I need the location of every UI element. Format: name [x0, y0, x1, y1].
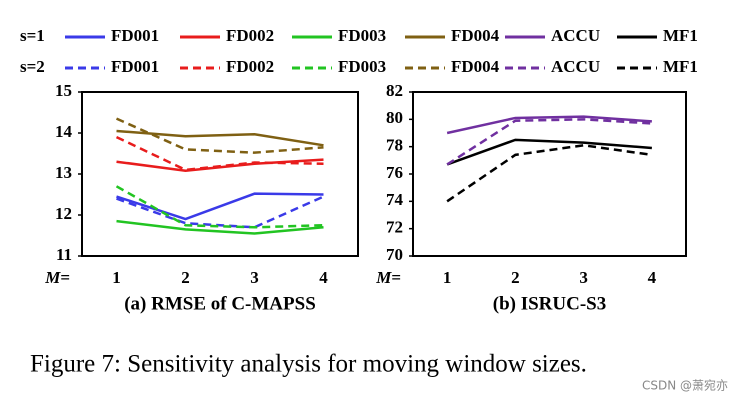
legend-label: ACCU: [551, 57, 600, 76]
x-tick-label: 4: [648, 268, 657, 287]
x-tick-label: 4: [319, 268, 328, 287]
x-tick-label: 2: [181, 268, 190, 287]
y-tick-label: 76: [386, 163, 403, 182]
x-tick-label: 3: [250, 268, 259, 287]
plot-frame: [412, 91, 687, 257]
series-line: [446, 138, 652, 166]
series-line: [116, 195, 325, 229]
legend-label: FD004: [451, 57, 500, 76]
legend-label: MF1: [663, 26, 698, 45]
y-tick-label: 13: [55, 163, 72, 182]
subplot-title: (a) RMSE of C-MAPSS: [124, 293, 316, 314]
x-tick-label: 1: [112, 268, 121, 287]
series-line: [116, 219, 324, 235]
series-line: [446, 144, 653, 203]
legend-label: FD003: [338, 57, 386, 76]
y-tick-label: 15: [55, 81, 72, 100]
subplot-title: (b) ISRUC-S3: [493, 293, 607, 314]
series-line: [115, 117, 324, 154]
legend-label: FD001: [111, 26, 159, 45]
legend-label: FD001: [111, 57, 159, 76]
legend-label: ACCU: [551, 26, 600, 45]
series-line: [116, 192, 324, 221]
x-tick-label: 1: [443, 268, 452, 287]
series-line: [446, 118, 652, 166]
y-tick-label: 72: [386, 218, 403, 237]
legend-label: MF1: [663, 57, 698, 76]
y-tick-label: 70: [386, 245, 403, 264]
series-line: [115, 135, 324, 172]
x-tick-label: 3: [579, 268, 588, 287]
y-tick-label: 14: [55, 122, 73, 141]
x-axis-label: M=: [375, 268, 401, 287]
legend-row-label: s=1: [20, 26, 45, 45]
legend-label: FD003: [338, 26, 386, 45]
x-tick-label: 2: [511, 268, 520, 287]
plot-frame: [81, 91, 359, 257]
caption: Figure 7: Sensitivity analysis for movin…: [30, 351, 587, 378]
legend-row-label: s=2: [20, 57, 45, 76]
legend-label: FD002: [226, 26, 274, 45]
y-tick-label: 78: [386, 136, 403, 155]
watermark: CSDN @萧宛亦: [642, 378, 728, 393]
y-tick-label: 12: [55, 204, 72, 223]
y-tick-label: 80: [386, 108, 403, 127]
legend-label: FD002: [226, 57, 274, 76]
y-tick-label: 74: [386, 190, 404, 209]
legend-label: FD004: [451, 26, 500, 45]
series-line: [116, 129, 324, 147]
y-tick-label: 11: [56, 245, 72, 264]
series-line: [446, 115, 652, 135]
series-line: [115, 185, 324, 229]
y-tick-label: 82: [386, 81, 403, 100]
x-axis-label: M=: [44, 268, 70, 287]
